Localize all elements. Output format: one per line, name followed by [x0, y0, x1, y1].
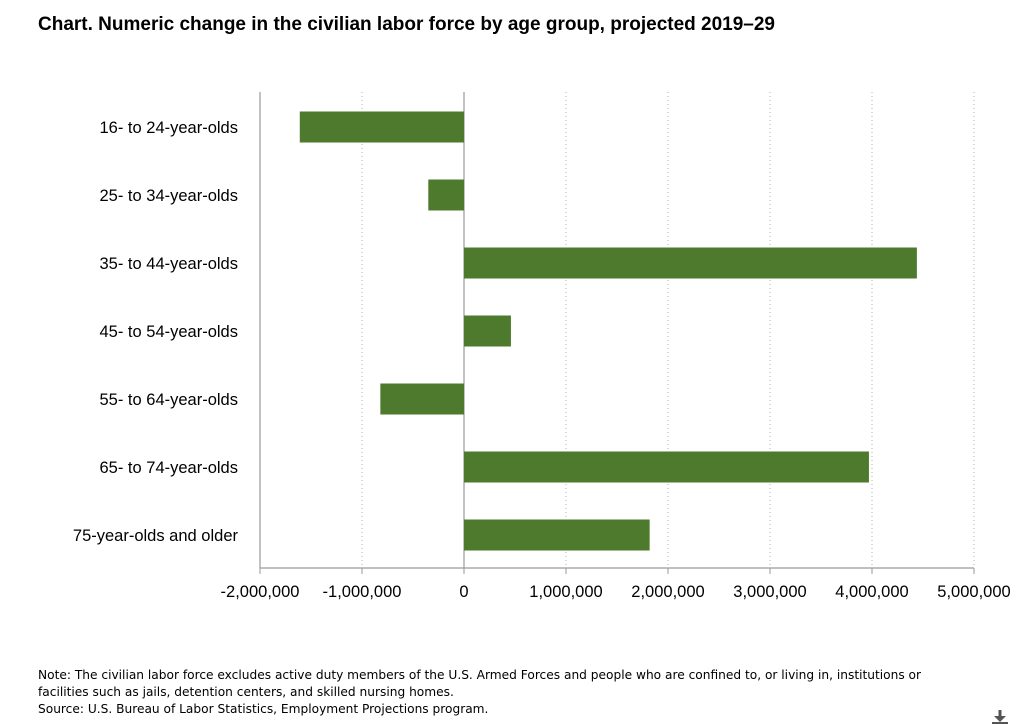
category-label: 65- to 74-year-olds [100, 459, 239, 477]
x-tick-label: -1,000,000 [323, 583, 402, 601]
x-tick-labels: -2,000,000 -1,000,000 0 1,000,000 2,000,000 3… [221, 583, 1011, 601]
note-line-1: Note: The civilian labor force excludes … [38, 668, 922, 682]
bar [464, 315, 511, 347]
bar [380, 383, 464, 415]
bar [464, 247, 917, 279]
axes [259, 92, 975, 574]
bar [299, 111, 464, 143]
category-label: 55- to 64-year-olds [100, 391, 239, 409]
x-tick-label: 5,000,000 [937, 583, 1010, 601]
category-label: 75-year-olds and older [73, 527, 239, 545]
bar [428, 179, 464, 211]
category-labels: 16- to 24-year-olds 25- to 34-year-olds 35… [73, 119, 239, 545]
x-tick-label: 3,000,000 [733, 583, 806, 601]
x-tick-label: 4,000,000 [835, 583, 908, 601]
bars [299, 111, 917, 551]
note-line-2: facilities such as jails, detention cent… [38, 685, 454, 699]
category-label: 16- to 24-year-olds [100, 119, 239, 137]
category-label: 35- to 44-year-olds [100, 255, 239, 273]
x-tick-label: 2,000,000 [631, 583, 704, 601]
footnotes: Note: The civilian labor force excludes … [38, 667, 998, 718]
x-tick-label: 0 [459, 583, 468, 601]
download-icon[interactable] [989, 708, 1011, 724]
x-tick-label: -2,000,000 [221, 583, 300, 601]
source-line: Source: U.S. Bureau of Labor Statistics,… [38, 702, 489, 716]
gridlines [361, 92, 975, 568]
x-tick-label: 1,000,000 [529, 583, 602, 601]
category-label: 25- to 34-year-olds [100, 187, 239, 205]
category-label: 45- to 54-year-olds [100, 323, 239, 341]
bar [464, 519, 650, 551]
chart-title: Chart. Numeric change in the civilian la… [38, 14, 776, 35]
bar [464, 451, 869, 483]
